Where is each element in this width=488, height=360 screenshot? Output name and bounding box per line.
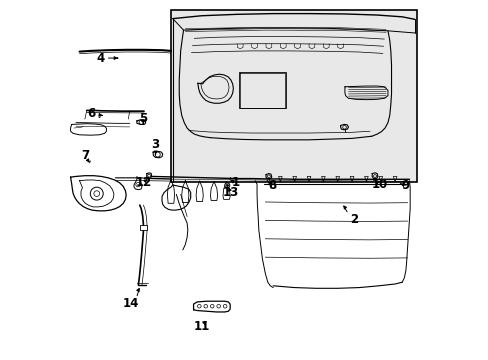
Text: 6: 6 — [87, 107, 95, 120]
Text: 12: 12 — [135, 176, 151, 189]
Circle shape — [90, 187, 103, 200]
Text: 3: 3 — [151, 138, 159, 150]
Circle shape — [155, 152, 160, 157]
Text: 1: 1 — [231, 176, 240, 189]
Circle shape — [223, 305, 226, 308]
Text: 11: 11 — [193, 320, 209, 333]
Bar — [239, 72, 285, 108]
Circle shape — [203, 305, 207, 308]
Text: 2: 2 — [349, 213, 357, 226]
Circle shape — [197, 305, 201, 308]
Circle shape — [224, 183, 229, 188]
Circle shape — [210, 305, 214, 308]
Text: 5: 5 — [139, 112, 147, 125]
Circle shape — [217, 305, 220, 308]
Text: 13: 13 — [223, 186, 239, 199]
Text: 4: 4 — [96, 51, 104, 64]
Text: 9: 9 — [400, 179, 408, 192]
Bar — [171, 10, 416, 182]
Text: 7: 7 — [81, 149, 89, 162]
Bar — [140, 225, 147, 230]
Text: 10: 10 — [371, 178, 387, 191]
Text: 14: 14 — [122, 297, 139, 310]
Text: 8: 8 — [268, 179, 276, 192]
